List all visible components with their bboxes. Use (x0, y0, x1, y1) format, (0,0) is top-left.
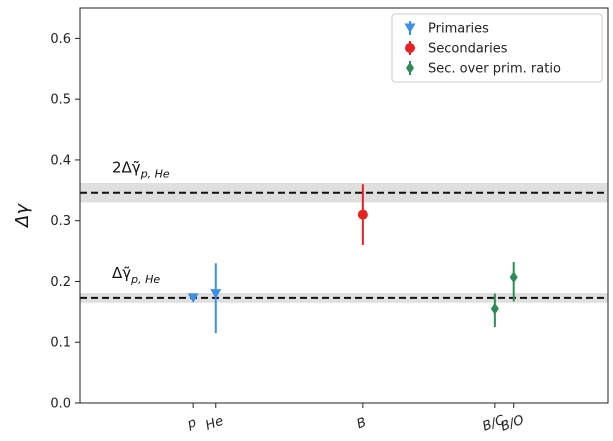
x-tick-label: B (355, 415, 369, 432)
y-axis-label: Δγ (12, 203, 33, 229)
y-tick-label: 0.5 (50, 93, 71, 108)
reference-line-label: 2Δγ̃p, He (112, 159, 170, 181)
data-point (357, 209, 368, 220)
data-point (509, 271, 518, 284)
y-tick-label: 0.1 (50, 336, 71, 351)
data-point (490, 302, 499, 315)
x-tick-label: B/O (499, 413, 526, 435)
y-tick-label: 0.0 (50, 397, 71, 412)
axes: 0.0 0.1 0.2 0.3 0.4 0.5 0.6 p He B B/CB/O Δγ (12, 7, 609, 435)
legend-label: Secondaries (428, 42, 508, 57)
y-tick-label: 0.3 (50, 214, 71, 229)
legend-marker (405, 43, 415, 53)
data-marks (187, 184, 518, 334)
legend: Primaries Secondaries Sec. over prim. rati… (391, 13, 603, 83)
data-point (187, 293, 199, 303)
legend-label: Sec. over prim. ratio (428, 62, 561, 77)
reference-lines: 2Δγ̃p, He Δγ̃p, He (80, 159, 608, 299)
legend-box (391, 13, 603, 83)
y-tick-label: 0.2 (50, 275, 71, 290)
data-point (210, 289, 222, 299)
legend-label: Primaries (428, 22, 489, 37)
y-tick-label: 0.6 (50, 32, 71, 47)
x-tick-label: p (185, 415, 199, 432)
plot-frame (79, 7, 609, 404)
y-tick-label: 0.4 (50, 153, 71, 168)
x-tick-label: He (204, 414, 226, 434)
legend-marker (404, 23, 416, 33)
reference-line-label: Δγ̃p, He (112, 264, 160, 286)
x-tick-label: B/C (481, 413, 508, 435)
legend-marker (406, 62, 414, 74)
